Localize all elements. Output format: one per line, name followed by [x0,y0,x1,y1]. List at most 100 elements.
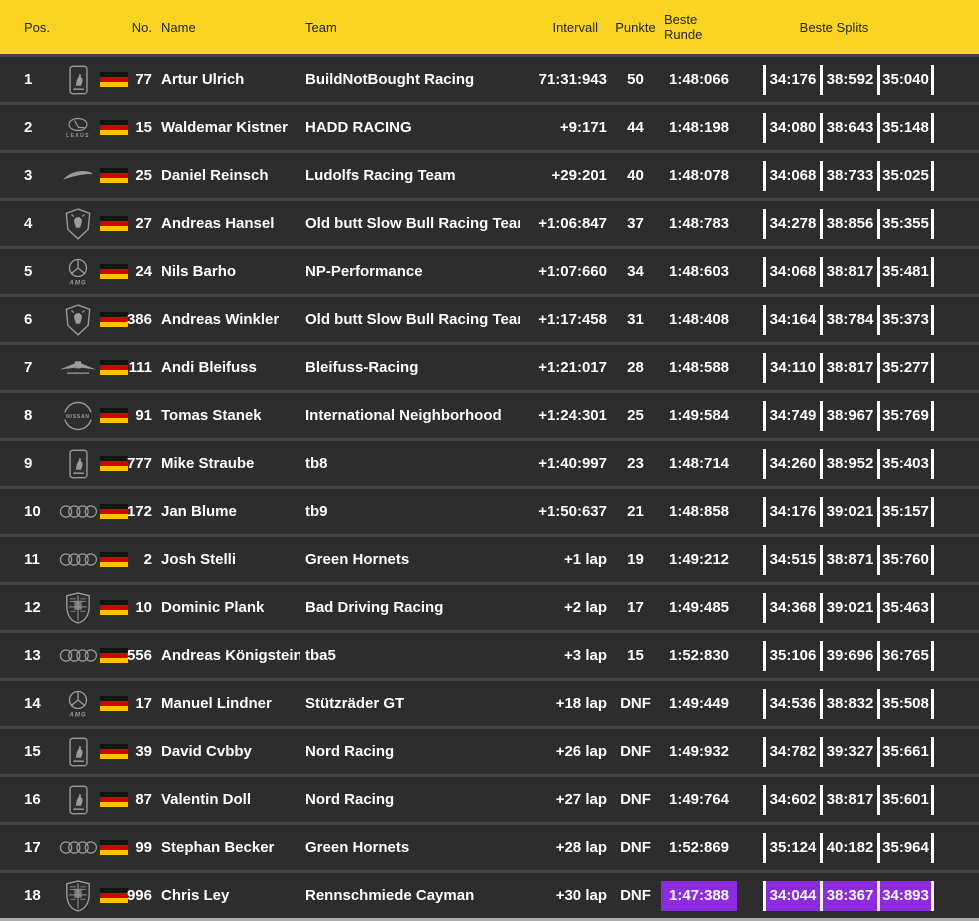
ferrari-logo-icon [68,449,88,478]
splits-spacer [734,537,763,582]
driver-name: David Cvbby [161,743,252,760]
points-value: DNF [620,791,651,808]
best-split-2: 38:592 [820,57,877,102]
result-row[interactable]: 18 996 Chris Ley Rennschmiede Cayman +30… [0,873,979,918]
result-row[interactable]: 15 39 David Cvbby Nord Racing +26 lap DN… [0,729,979,774]
driver-name: Artur Ulrich [161,71,245,88]
best-lap-value: 1:48:588 [668,359,730,376]
results-rows: 1 77 Artur Ulrich BuildNotBought Racing … [0,57,979,918]
best-split-3: 35:760 [877,537,934,582]
best-split-2: 38:817 [820,249,877,294]
result-row[interactable]: 16 87 Valentin Doll Nord Racing +27 lap … [0,777,979,822]
row-end-spacer [934,249,979,294]
best-lap-value: 1:48:858 [668,503,730,520]
result-row[interactable]: 9 777 Mike Straube tb8 +1:40:997 23 1:48… [0,441,979,486]
row-end-spacer [934,537,979,582]
best-lap-value: 1:48:198 [668,119,730,136]
result-row[interactable]: 11 2 Josh Stelli Green Hornets +1 lap 19… [0,537,979,582]
best-lap-value: 1:52:830 [668,647,730,664]
best-split-1: 34:782 [763,729,820,774]
best-split-3: 35:601 [877,777,934,822]
best-split-1: 34:068 [763,153,820,198]
germany-flag-icon [98,681,130,726]
best-split-1: 35:124 [763,825,820,870]
result-row[interactable]: 12 10 Dominic Plank Bad Driving Racing +… [0,585,979,630]
result-row[interactable]: 5 AMG 24 Nils Barho NP-Performance +1:07… [0,249,979,294]
car-number: 91 [135,407,152,424]
audi-logo-icon [59,649,97,662]
car-number: 172 [126,503,152,520]
result-row[interactable]: 8 NISSAN 91 Tomas Stanek International N… [0,393,979,438]
result-row[interactable]: 17 99 Stephan Becker Green Hornets +28 l… [0,825,979,870]
porsche-logo-icon [66,591,90,624]
interval-value: +2 lap [564,599,607,616]
splits-spacer [734,105,763,150]
best-split-3: 35:769 [877,393,934,438]
germany-flag-icon [98,153,130,198]
lexus-logo-icon: LEXUS [66,117,88,139]
best-split-2: 38:832 [820,681,877,726]
best-split-1: 34:368 [763,585,820,630]
team-name: Nord Racing [305,743,395,760]
car-number: 996 [126,887,152,904]
nissan-logo-icon: NISSAN [63,401,93,430]
points-value: 17 [627,599,644,616]
result-row[interactable]: 6 386 Andreas Winkler Old butt Slow Bull… [0,297,979,342]
germany-flag-icon [98,297,130,342]
best-lap-value: 1:52:869 [668,839,730,856]
team-name: Nord Racing [305,791,395,808]
best-split-3: 35:403 [877,441,934,486]
points-value: 44 [627,119,644,136]
splits-spacer [734,585,763,630]
best-split-1: 34:110 [763,345,820,390]
driver-name: Dominic Plank [161,599,265,616]
germany-flag-icon [98,57,130,102]
manufacturer-logo [58,825,98,870]
splits-spacer [734,57,763,102]
result-row[interactable]: 3 25 Daniel Reinsch Ludolfs Racing Team … [0,153,979,198]
germany-flag-icon [98,393,130,438]
splits-spacer [734,873,763,918]
best-split-2: 38:817 [820,777,877,822]
best-split-3: 35:964 [877,825,934,870]
best-lap-value: 1:48:078 [668,167,730,184]
result-row[interactable]: 14 AMG 17 Manuel Lindner Stützräder GT +… [0,681,979,726]
best-split-1: 34:176 [763,57,820,102]
position-value: 11 [24,551,40,568]
position-value: 1 [24,71,33,88]
header-pos: Pos. [24,19,51,35]
astonmartin-logo-icon [60,360,96,374]
header-beste-splits: Beste Splits [799,19,869,35]
splits-spacer [734,297,763,342]
driver-name: Valentin Doll [161,791,252,808]
row-end-spacer [934,57,979,102]
row-end-spacer [934,873,979,918]
result-row[interactable]: 1 77 Artur Ulrich BuildNotBought Racing … [0,57,979,102]
interval-value: +1:07:660 [538,263,607,280]
driver-name: Chris Ley [161,887,230,904]
driver-name: Jan Blume [161,503,237,520]
interval-value: +29:201 [551,167,607,184]
team-name: Old butt Slow Bull Racing Team [305,311,520,328]
driver-name: Andreas Winkler [161,311,280,328]
driver-name: Nils Barho [161,263,237,280]
result-row[interactable]: 4 27 Andreas Hansel Old butt Slow Bull R… [0,201,979,246]
row-end-spacer [934,153,979,198]
germany-flag-icon [98,441,130,486]
germany-flag-icon [98,633,130,678]
result-row[interactable]: 2 LEXUS 15 Waldemar Kistner HADD RACING … [0,105,979,150]
best-split-2: 38:784 [820,297,877,342]
row-end-spacer [934,825,979,870]
best-split-2: 38:871 [820,537,877,582]
splits-spacer [734,393,763,438]
audi-logo-icon [59,505,97,518]
result-row[interactable]: 7 111 Andi Bleifuss Bleifuss-Racing +1:2… [0,345,979,390]
points-value: DNF [620,887,651,904]
manufacturer-logo: LEXUS [58,105,98,150]
team-name: tb8 [305,455,328,472]
result-row[interactable]: 10 172 Jan Blume tb9 +1:50:637 21 1:48:8… [0,489,979,534]
position-value: 9 [24,455,33,472]
result-row[interactable]: 13 556 Andreas Königstein tba5 +3 lap 15… [0,633,979,678]
interval-value: +1:21:017 [538,359,607,376]
bottom-strip [0,918,979,921]
